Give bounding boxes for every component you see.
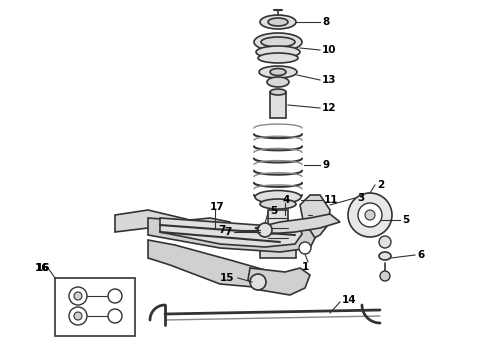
Text: 7: 7: [224, 227, 232, 237]
Text: 8: 8: [322, 17, 329, 27]
Circle shape: [74, 292, 82, 300]
Circle shape: [380, 271, 390, 281]
Polygon shape: [270, 92, 286, 118]
Polygon shape: [352, 215, 380, 228]
Text: 10: 10: [322, 45, 337, 55]
Polygon shape: [148, 240, 280, 288]
Ellipse shape: [261, 37, 295, 47]
Text: 6: 6: [417, 250, 424, 260]
Ellipse shape: [260, 199, 296, 209]
Polygon shape: [300, 195, 330, 240]
Circle shape: [74, 312, 82, 320]
Circle shape: [299, 242, 311, 254]
Circle shape: [379, 236, 391, 248]
Text: 13: 13: [322, 75, 337, 85]
Polygon shape: [248, 268, 310, 295]
Text: 2: 2: [377, 180, 384, 190]
Ellipse shape: [255, 190, 301, 203]
Text: 9: 9: [322, 160, 329, 170]
Text: 7: 7: [218, 225, 225, 235]
Circle shape: [358, 203, 382, 227]
Ellipse shape: [259, 66, 297, 78]
Text: 3: 3: [357, 193, 364, 203]
Ellipse shape: [268, 18, 288, 26]
Text: 16: 16: [35, 263, 49, 273]
Polygon shape: [160, 218, 302, 247]
Ellipse shape: [270, 68, 286, 76]
Circle shape: [365, 210, 375, 220]
Ellipse shape: [379, 252, 391, 260]
Polygon shape: [115, 210, 230, 242]
Polygon shape: [148, 218, 315, 252]
Ellipse shape: [256, 46, 300, 58]
Circle shape: [258, 223, 272, 237]
Text: 5: 5: [402, 215, 409, 225]
Text: 15: 15: [220, 273, 235, 283]
Polygon shape: [268, 210, 288, 248]
Circle shape: [69, 287, 87, 305]
Polygon shape: [260, 240, 296, 258]
Bar: [55, 278, 135, 336]
Ellipse shape: [254, 33, 302, 51]
Text: 17: 17: [210, 202, 224, 212]
Text: 5: 5: [270, 206, 277, 216]
Text: 14: 14: [342, 295, 357, 305]
Ellipse shape: [260, 15, 296, 29]
Text: 12: 12: [322, 103, 337, 113]
Ellipse shape: [270, 89, 286, 95]
Ellipse shape: [267, 77, 289, 87]
Circle shape: [108, 289, 122, 303]
Text: 1: 1: [301, 262, 309, 272]
Text: 16: 16: [35, 263, 50, 273]
Circle shape: [348, 193, 392, 237]
Circle shape: [108, 309, 122, 323]
Circle shape: [69, 307, 87, 325]
Text: 4: 4: [282, 195, 290, 205]
Polygon shape: [255, 214, 340, 234]
Circle shape: [250, 274, 266, 290]
Text: 11: 11: [324, 195, 339, 205]
Ellipse shape: [258, 53, 298, 63]
